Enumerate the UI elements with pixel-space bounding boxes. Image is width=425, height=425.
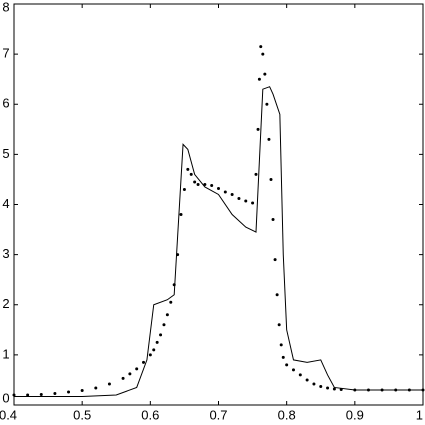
- data-point: [254, 172, 258, 176]
- data-point: [394, 388, 398, 392]
- data-point: [193, 180, 197, 184]
- y-tick-label: 5: [2, 146, 9, 161]
- data-point: [210, 183, 214, 187]
- data-point: [339, 387, 343, 391]
- data-point: [107, 382, 111, 386]
- y-tick-label: 7: [2, 46, 9, 61]
- data-point: [281, 355, 285, 359]
- data-point: [67, 390, 71, 394]
- data-point: [169, 300, 173, 304]
- data-point: [155, 340, 159, 344]
- y-tick-label: 2: [2, 296, 9, 311]
- data-point: [366, 388, 370, 392]
- data-point: [279, 343, 283, 347]
- data-point: [275, 293, 279, 297]
- data-point: [265, 102, 269, 106]
- data-point: [305, 378, 309, 382]
- data-point: [256, 127, 260, 131]
- data-point: [259, 45, 263, 49]
- data-point: [319, 384, 323, 388]
- data-point: [203, 182, 207, 186]
- data-point: [277, 323, 281, 327]
- data-point: [332, 387, 336, 391]
- data-point: [230, 192, 234, 196]
- data-point: [39, 392, 43, 396]
- y-tick-label: 3: [2, 246, 9, 261]
- data-point: [291, 368, 295, 372]
- data-point: [298, 373, 302, 377]
- data-point: [196, 182, 200, 186]
- data-point: [176, 253, 180, 257]
- y-tick-label: 8: [2, 0, 9, 14]
- data-point: [152, 348, 156, 352]
- data-point: [159, 333, 163, 337]
- x-tick-label: 1: [416, 407, 423, 422]
- data-point: [285, 363, 289, 367]
- data-point: [380, 388, 384, 392]
- data-point: [271, 218, 275, 222]
- y-tick-label: 0: [2, 390, 9, 405]
- data-point: [312, 382, 316, 386]
- data-point: [182, 187, 186, 191]
- data-point: [267, 137, 271, 141]
- x-tick-label: 0.6: [141, 407, 159, 422]
- y-tick-label: 1: [2, 346, 9, 361]
- x-tick-label: 0.7: [209, 407, 227, 422]
- data-point: [353, 388, 357, 392]
- data-point: [186, 167, 190, 171]
- x-tick-label: 0.4: [0, 407, 17, 422]
- data-point: [135, 367, 139, 371]
- data-point: [407, 388, 411, 392]
- data-line: [14, 86, 423, 397]
- data-point: [257, 77, 261, 81]
- data-point: [142, 360, 146, 364]
- plot-frame: [13, 3, 424, 406]
- data-point: [162, 323, 166, 327]
- data-point: [217, 186, 220, 190]
- data-point: [251, 201, 255, 205]
- data-point: [148, 353, 152, 357]
- data-point: [53, 391, 57, 395]
- data-point: [12, 393, 16, 397]
- data-point: [121, 376, 125, 380]
- data-point: [223, 190, 227, 194]
- y-tick-label: 6: [2, 96, 9, 111]
- data-point: [421, 388, 425, 392]
- x-tick-label: 0.9: [346, 407, 364, 422]
- data-point: [326, 386, 330, 390]
- data-point: [165, 313, 169, 317]
- data-point: [172, 283, 176, 287]
- x-tick-label: 0.5: [73, 407, 91, 422]
- data-point: [94, 386, 98, 390]
- data-point: [128, 372, 132, 376]
- data-point: [179, 213, 183, 217]
- data-point: [237, 196, 241, 200]
- data-point: [261, 52, 265, 56]
- data-point: [189, 172, 193, 176]
- data-point: [269, 177, 273, 181]
- data-point: [263, 72, 267, 76]
- data-point: [273, 258, 277, 262]
- y-tick-label: 4: [2, 196, 9, 211]
- x-tick-label: 0.8: [278, 407, 296, 422]
- data-point: [80, 388, 84, 392]
- data-point: [26, 393, 30, 397]
- data-point: [244, 199, 248, 203]
